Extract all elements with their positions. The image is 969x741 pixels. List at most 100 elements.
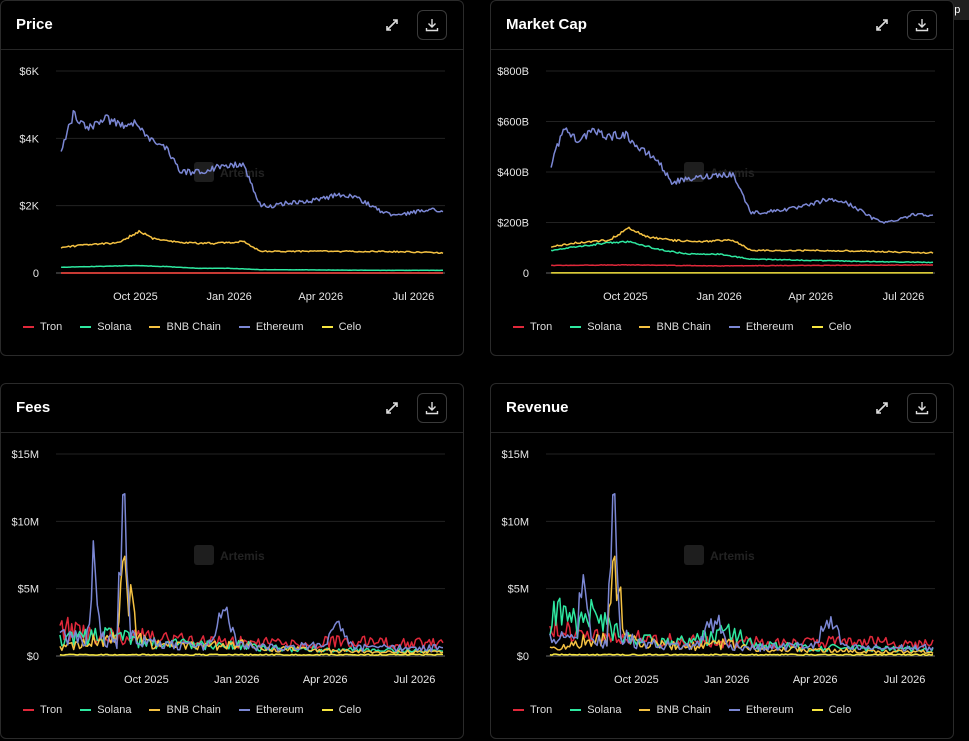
legend-item-solana[interactable]: Solana xyxy=(570,321,621,333)
legend-label: Tron xyxy=(530,321,553,333)
download-button[interactable] xyxy=(907,393,937,423)
legend-item-ethereum[interactable]: Ethereum xyxy=(728,704,794,716)
x-tick-label: Apr 2026 xyxy=(788,291,833,303)
expand-button[interactable] xyxy=(377,393,407,423)
legend-item-tron[interactable]: Tron xyxy=(513,704,552,716)
legend-swatch xyxy=(513,326,524,328)
revenue-chart: Artemis $0 $5M $10M $15M Oct 2025 Jan 2026 Apr … xyxy=(501,449,935,686)
legend-label: Tron xyxy=(40,704,63,716)
legend-label: Solana xyxy=(97,321,132,333)
legend-label: BNB Chain xyxy=(166,704,221,716)
x-tick-label: Jul 2026 xyxy=(884,674,926,686)
y-tick-label: $600B xyxy=(497,117,529,129)
y-tick-label: $15M xyxy=(11,449,39,461)
expand-button[interactable] xyxy=(867,10,897,40)
legend-label: BNB Chain xyxy=(656,321,711,333)
download-icon xyxy=(915,19,929,32)
panel-header: Market Cap xyxy=(491,1,953,50)
panel-title: Fees xyxy=(16,399,51,416)
panel-title: Revenue xyxy=(506,399,569,416)
x-tick-label: Oct 2025 xyxy=(113,291,158,303)
x-tick-label: Jul 2026 xyxy=(393,291,435,303)
expand-icon xyxy=(386,402,398,414)
legend-item-solana[interactable]: Solana xyxy=(80,704,131,716)
y-tick-label: $5M xyxy=(508,584,529,596)
watermark-text: Artemis xyxy=(710,549,755,563)
x-tick-label: Oct 2025 xyxy=(124,674,169,686)
legend-item-ethereum[interactable]: Ethereum xyxy=(238,704,304,716)
legend-item-celo[interactable]: Celo xyxy=(321,321,362,333)
download-button[interactable] xyxy=(907,10,937,40)
y-tick-label: $10M xyxy=(501,516,529,528)
y-tick-label: $0 xyxy=(27,651,39,663)
x-tick-label: Oct 2025 xyxy=(603,291,648,303)
download-icon xyxy=(425,402,439,415)
legend-swatch xyxy=(728,709,740,711)
legend-swatch xyxy=(238,709,250,711)
legend-item-solana[interactable]: Solana xyxy=(570,704,621,716)
fees-chart: Artemis $0 $5M $10M $15M Oct 2025 Jan 2026 Apr … xyxy=(11,449,445,686)
legend-label: Celo xyxy=(338,704,362,716)
legend-label: Ethereum xyxy=(745,321,794,333)
watermark-text: Artemis xyxy=(220,549,265,563)
watermark: Artemis xyxy=(194,545,265,565)
download-button[interactable] xyxy=(417,393,447,423)
panel-header: Revenue xyxy=(491,384,953,433)
legend-item-celo[interactable]: Celo xyxy=(321,704,362,716)
series-line-solana xyxy=(61,264,444,272)
series-line-ethereum xyxy=(60,109,444,217)
legend-swatch xyxy=(149,326,161,328)
x-tick-label: Apr 2026 xyxy=(793,674,838,686)
series-line-tron xyxy=(59,616,444,650)
legend-item-bnb-chain[interactable]: BNB Chain xyxy=(149,704,221,716)
legend-swatch xyxy=(321,709,333,711)
legend-item-celo[interactable]: Celo xyxy=(811,704,852,716)
legend-item-ethereum[interactable]: Ethereum xyxy=(238,321,304,333)
y-tick-label: $15M xyxy=(501,449,529,461)
y-tick-label: $400B xyxy=(497,167,529,179)
legend-item-tron[interactable]: Tron xyxy=(513,321,552,333)
legend-item-bnb-chain[interactable]: BNB Chain xyxy=(639,321,711,333)
legend-item-tron[interactable]: Tron xyxy=(23,704,62,716)
legend: Tron Solana BNB Chain Ethereum Celo xyxy=(23,321,361,333)
panel-title: Market Cap xyxy=(506,16,587,33)
legend-item-bnb-chain[interactable]: BNB Chain xyxy=(639,704,711,716)
legend-label: Tron xyxy=(40,321,63,333)
x-tick-label: Jul 2026 xyxy=(394,674,436,686)
legend-swatch xyxy=(513,709,524,711)
y-tick-label: 0 xyxy=(33,268,39,280)
y-tick-label: $0 xyxy=(517,651,529,663)
y-tick-label: $800B xyxy=(497,66,529,78)
series-line-solana xyxy=(550,240,934,264)
x-tick-label: Jul 2026 xyxy=(883,291,925,303)
expand-icon xyxy=(876,402,888,414)
legend-item-celo[interactable]: Celo xyxy=(811,321,851,333)
legend-label: Tron xyxy=(530,704,553,716)
x-tick-label: Jan 2026 xyxy=(214,674,259,686)
series-line-celo xyxy=(59,653,444,656)
series-line-ethereum xyxy=(549,493,934,653)
panel-title: Price xyxy=(16,16,53,33)
expand-button[interactable] xyxy=(867,393,897,423)
y-tick-label: $10M xyxy=(11,516,39,528)
series-line-celo xyxy=(549,653,934,657)
legend-item-tron[interactable]: Tron xyxy=(23,321,62,333)
expand-button[interactable] xyxy=(377,10,407,40)
legend-label: Celo xyxy=(828,704,852,716)
legend-label: Solana xyxy=(587,704,622,716)
legend-swatch xyxy=(811,326,823,328)
price-panel: Price Artemis 0 $2K $4K $6K Oct 2025 Jan 2026 A… xyxy=(0,0,464,356)
legend-swatch xyxy=(23,709,34,711)
watermark-text: Artemis xyxy=(220,166,265,180)
download-button[interactable] xyxy=(417,10,447,40)
legend-item-bnb-chain[interactable]: BNB Chain xyxy=(149,321,221,333)
series-line-bnb-chain xyxy=(60,229,444,255)
panel-header: Price xyxy=(1,1,463,50)
legend-swatch xyxy=(80,326,92,328)
legend-item-solana[interactable]: Solana xyxy=(80,321,131,333)
x-tick-label: Oct 2025 xyxy=(614,674,659,686)
legend-swatch xyxy=(149,709,161,711)
legend-label: Celo xyxy=(338,321,362,333)
legend-item-ethereum[interactable]: Ethereum xyxy=(728,321,794,333)
expand-icon xyxy=(876,19,888,31)
